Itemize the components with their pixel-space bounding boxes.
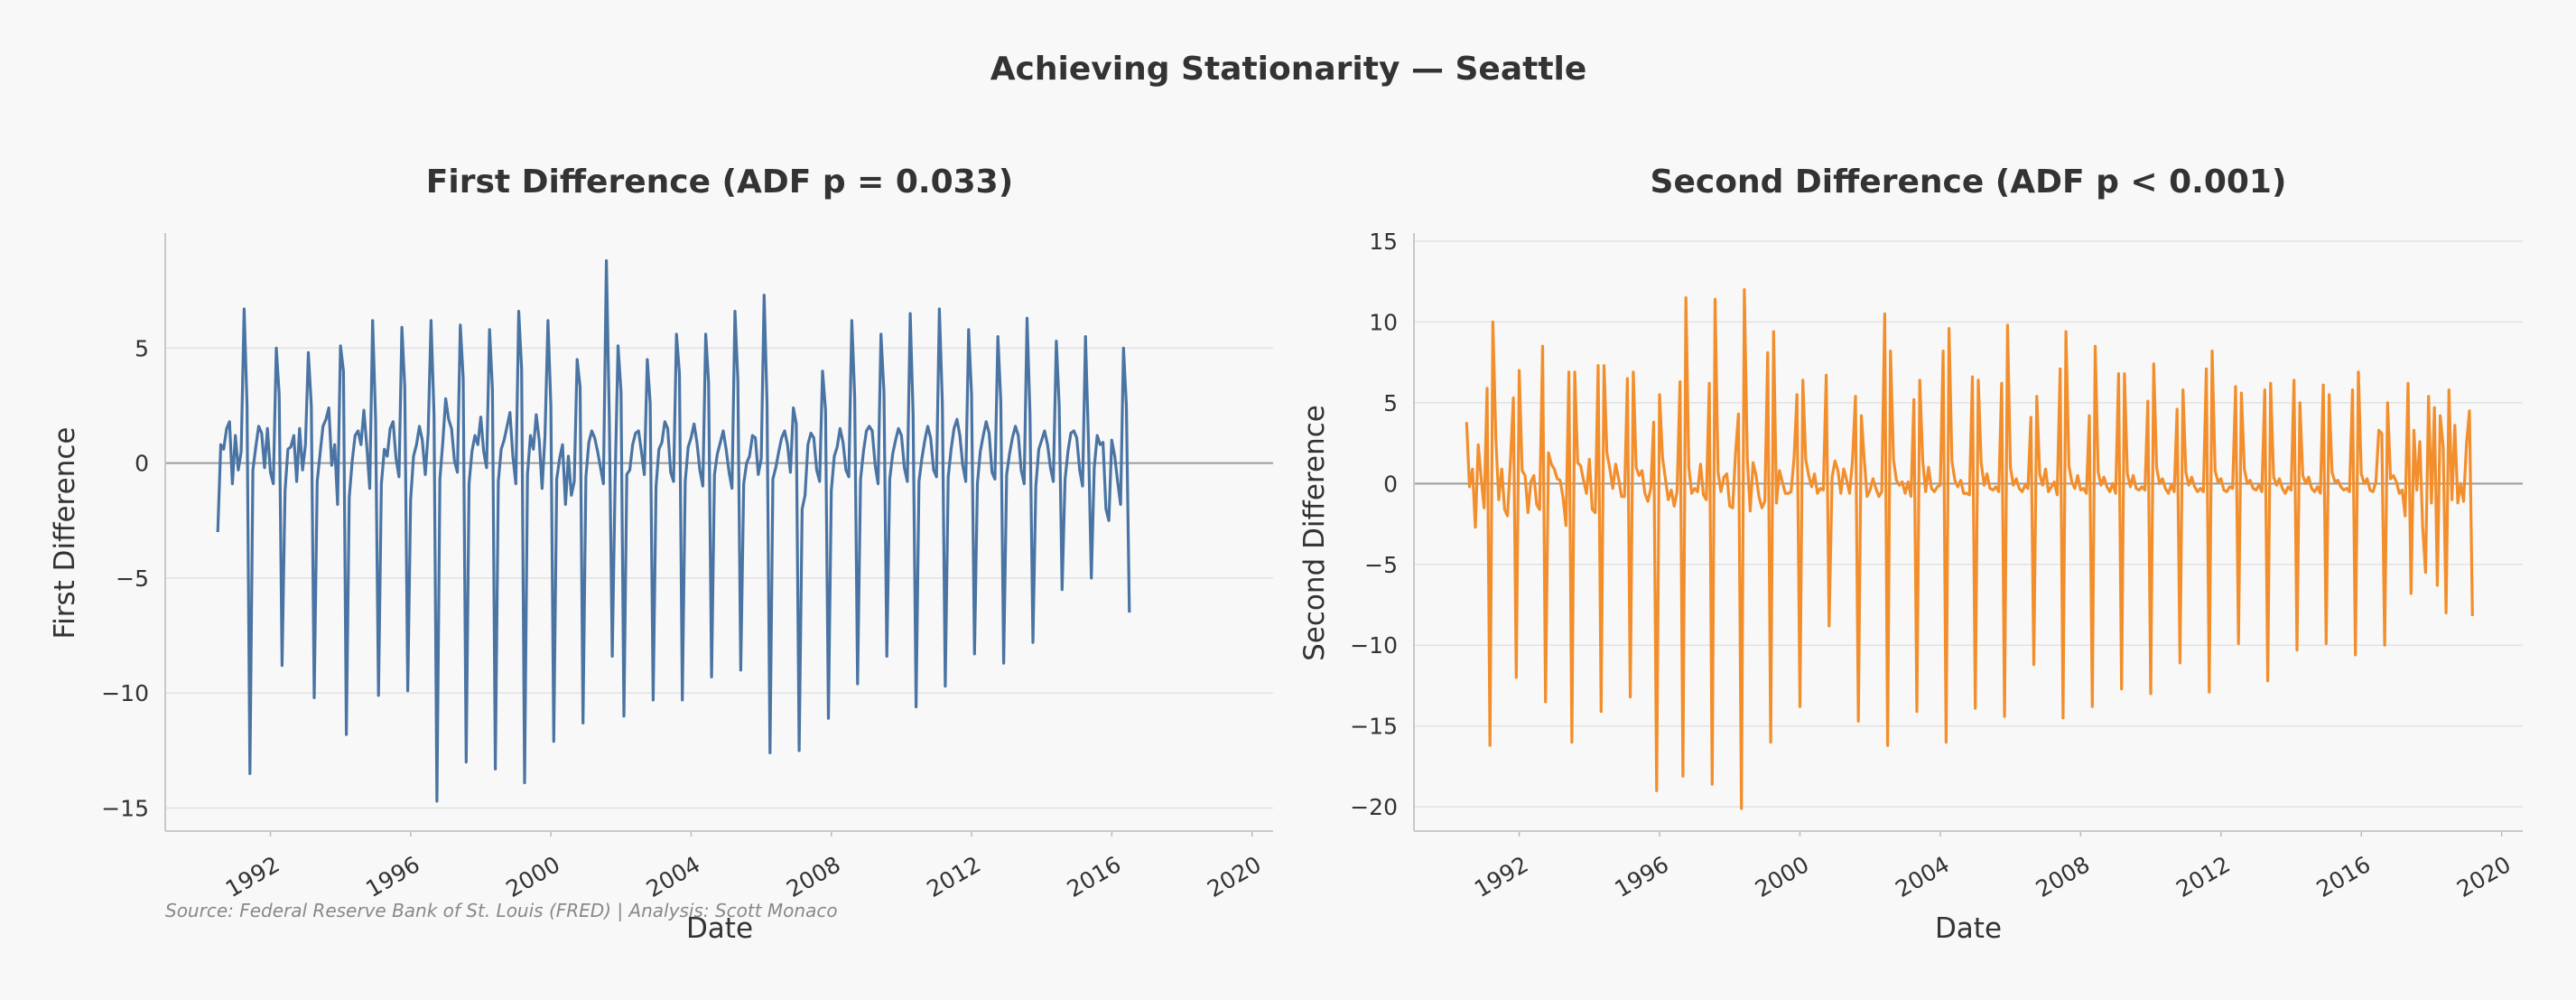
x-tick-label: 2016 bbox=[1063, 851, 1126, 902]
x-tick-label: 2008 bbox=[2032, 851, 2095, 902]
second-difference-panel: Second Difference (ADF p < 0.001) Date S… bbox=[1298, 164, 2523, 945]
panel-title-second: Second Difference (ADF p < 0.001) bbox=[1651, 164, 2287, 201]
x-tick-label: 1996 bbox=[361, 851, 424, 902]
y-tick-label: 0 bbox=[135, 451, 149, 477]
x-tick-label: 2008 bbox=[782, 851, 845, 902]
y-tick-label: 0 bbox=[1383, 471, 1398, 497]
figure-suptitle: Achieving Stationarity — Seattle bbox=[990, 51, 1587, 88]
y-tick-label: −20 bbox=[1350, 794, 1398, 820]
y-tick-label: 5 bbox=[1383, 390, 1398, 416]
source-note: Source: Federal Reserve Bank of St. Loui… bbox=[165, 900, 838, 921]
x-axis-label-second: Date bbox=[1935, 912, 2002, 945]
x-tick-label: 2004 bbox=[1891, 851, 1954, 902]
x-tick-label: 1992 bbox=[1470, 851, 1533, 902]
x-tick-label: 2012 bbox=[2171, 851, 2235, 902]
y-axis-label-second: Second Difference bbox=[1298, 405, 1331, 661]
y-tick-label: −10 bbox=[101, 680, 149, 706]
y-tick-label: −15 bbox=[101, 796, 149, 822]
x-tick-label: 2020 bbox=[1203, 851, 1266, 902]
y-tick-label: 5 bbox=[135, 335, 149, 361]
series-line bbox=[216, 259, 1131, 803]
x-tick-label: 2020 bbox=[2452, 851, 2516, 902]
first-difference-panel: First Difference (ADF p = 0.033) Date Fi… bbox=[49, 164, 1273, 945]
x-axis-label-first: Date bbox=[686, 912, 753, 945]
x-tick-label: 1992 bbox=[221, 851, 284, 902]
y-tick-label: −15 bbox=[1350, 714, 1398, 740]
panel-title-first: First Difference (ADF p = 0.033) bbox=[426, 164, 1013, 201]
y-tick-label: −10 bbox=[1350, 632, 1398, 659]
y-axis-label-first: First Difference bbox=[49, 427, 81, 640]
x-tick-label: 1996 bbox=[1610, 851, 1673, 902]
y-tick-label: 15 bbox=[1369, 229, 1398, 255]
y-tick-label: −5 bbox=[1364, 552, 1398, 578]
x-tick-label: 2000 bbox=[1751, 851, 1814, 902]
y-tick-label: −5 bbox=[116, 565, 149, 592]
x-tick-label: 2012 bbox=[922, 851, 985, 902]
x-tick-label: 2004 bbox=[642, 851, 705, 902]
x-tick-label: 2016 bbox=[2312, 851, 2376, 902]
series-line bbox=[1465, 288, 2474, 810]
y-tick-label: 10 bbox=[1369, 309, 1398, 335]
x-tick-label: 2000 bbox=[502, 851, 565, 902]
